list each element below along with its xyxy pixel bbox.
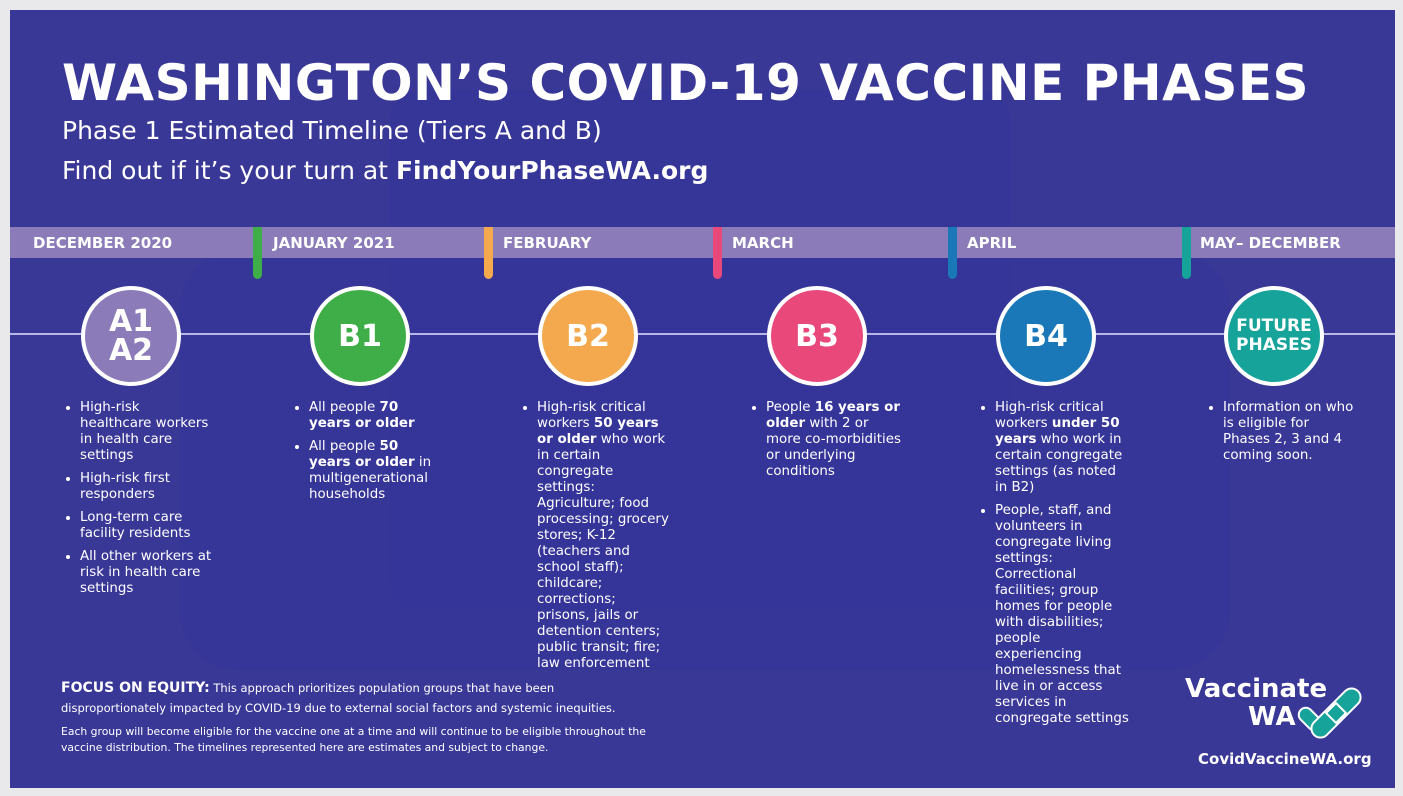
list-item: People, staff, and volunteers in congreg… [995,503,1130,727]
phase-label: B2 [566,318,610,354]
list-item: All other workers at risk in health care… [80,549,215,597]
infographic-panel: WASHINGTON’S COVID-19 VACCINE PHASES Pha… [10,10,1395,788]
timeline-line [10,333,1395,335]
item-text: 16 years or older [766,400,900,431]
timeline-marker [484,227,493,279]
item-text: 50 years or older [309,439,415,470]
phase-label: FUTURE [1236,316,1312,336]
phase-circle: B4 [996,286,1096,386]
timeline-marker [1182,227,1191,279]
timeline-note: Each group will become eligible for the … [61,725,646,754]
item-text: People [766,400,815,415]
month-label: DECEMBER 2020 [33,234,173,252]
list-item: People 16 years or older with 2 or more … [766,400,901,480]
month-label: FEBRUARY [503,234,592,252]
list-item: High-risk first responders [80,471,215,503]
cta-line: Find out if it’s your turn at FindYourPh… [62,156,708,185]
item-text: All people [309,439,380,454]
list-item: High-risk critical workers 50 years or o… [537,400,672,672]
phase-eligibility-list: People 16 years or older with 2 or more … [751,400,901,487]
phase-label: PHASES [1236,335,1312,355]
vaccinate-wa-logo: Vaccinate WA CovidVaccineWA.org [1180,672,1380,772]
list-item: All people 50 years or older in multigen… [309,439,444,503]
equity-statement: FOCUS ON EQUITY: This approach prioritiz… [61,678,621,718]
item-text: Information on who is eligible for Phase… [1223,400,1354,463]
item-text: 70 years or older [309,400,415,431]
list-item: Information on who is eligible for Phase… [1223,400,1358,464]
item-text: Long-term care facility residents [80,510,191,541]
item-text: in multigenerational households [309,455,432,502]
logo-line2: WA [1248,702,1296,732]
month-label: MAY– DECEMBER [1200,234,1341,252]
item-text: All other workers at risk in health care… [80,549,212,596]
item-text: High-risk critical workers [537,400,646,431]
item-text: under 50 years [995,416,1120,447]
list-item: Long-term care facility residents [80,510,215,542]
logo-line1: Vaccinate [1185,674,1328,704]
item-text: All people [309,400,380,415]
timeline-marker [253,227,262,279]
phase-label: B1 [338,318,382,354]
timeline-band [10,227,1395,258]
equity-label: FOCUS ON EQUITY: [61,680,210,696]
list-item: High-risk critical workers under 50 year… [995,400,1130,496]
phase-circle: B3 [767,286,867,386]
timeline-marker [713,227,722,279]
item-text: who work in certain congregate settings … [995,432,1123,495]
phase-eligibility-list: High-risk critical workers 50 years or o… [522,400,672,679]
logo-url[interactable]: CovidVaccineWA.org [1198,750,1372,768]
phase-eligibility-list: Information on who is eligible for Phase… [1208,400,1358,471]
phase-label: A1 [108,304,154,339]
month-label: MARCH [732,234,794,252]
page-title: WASHINGTON’S COVID-19 VACCINE PHASES [62,54,1310,112]
phase-label: A2 [108,333,154,368]
phase-circle: B2 [538,286,638,386]
cta-prefix: Find out if it’s your turn at [62,156,396,185]
subtitle: Phase 1 Estimated Timeline (Tiers A and … [62,116,602,145]
item-text: who work in certain congregate settings:… [537,432,669,671]
bandage-check-icon [1297,687,1362,739]
phase-eligibility-list: High-risk healthcare workers in health c… [65,400,215,604]
phase-label: B4 [1024,318,1068,354]
item-text: High-risk first responders [80,471,170,502]
item-text: 50 years or older [537,416,659,447]
phase-label: B3 [795,318,839,354]
equity-text: This approach prioritizes population gro… [61,681,616,715]
phase-eligibility-list: All people 70 years or olderAll people 5… [294,400,444,510]
month-label: JANUARY 2021 [273,234,395,252]
list-item: High-risk healthcare workers in health c… [80,400,215,464]
list-item: All people 70 years or older [309,400,444,432]
item-text: with 2 or more co-morbidities or underly… [766,416,901,479]
month-label: APRIL [967,234,1017,252]
timeline-marker [948,227,957,279]
item-text: High-risk critical workers [995,400,1104,431]
phase-circle: FUTURE PHASES [1224,286,1324,386]
phase-circle: A1 A2 [81,286,181,386]
item-text: High-risk healthcare workers in health c… [80,400,209,463]
phase-eligibility-list: High-risk critical workers under 50 year… [980,400,1130,734]
find-your-phase-link[interactable]: FindYourPhaseWA.org [395,156,709,185]
phase-circle: B1 [310,286,410,386]
item-text: People, staff, and volunteers in congreg… [995,503,1129,726]
